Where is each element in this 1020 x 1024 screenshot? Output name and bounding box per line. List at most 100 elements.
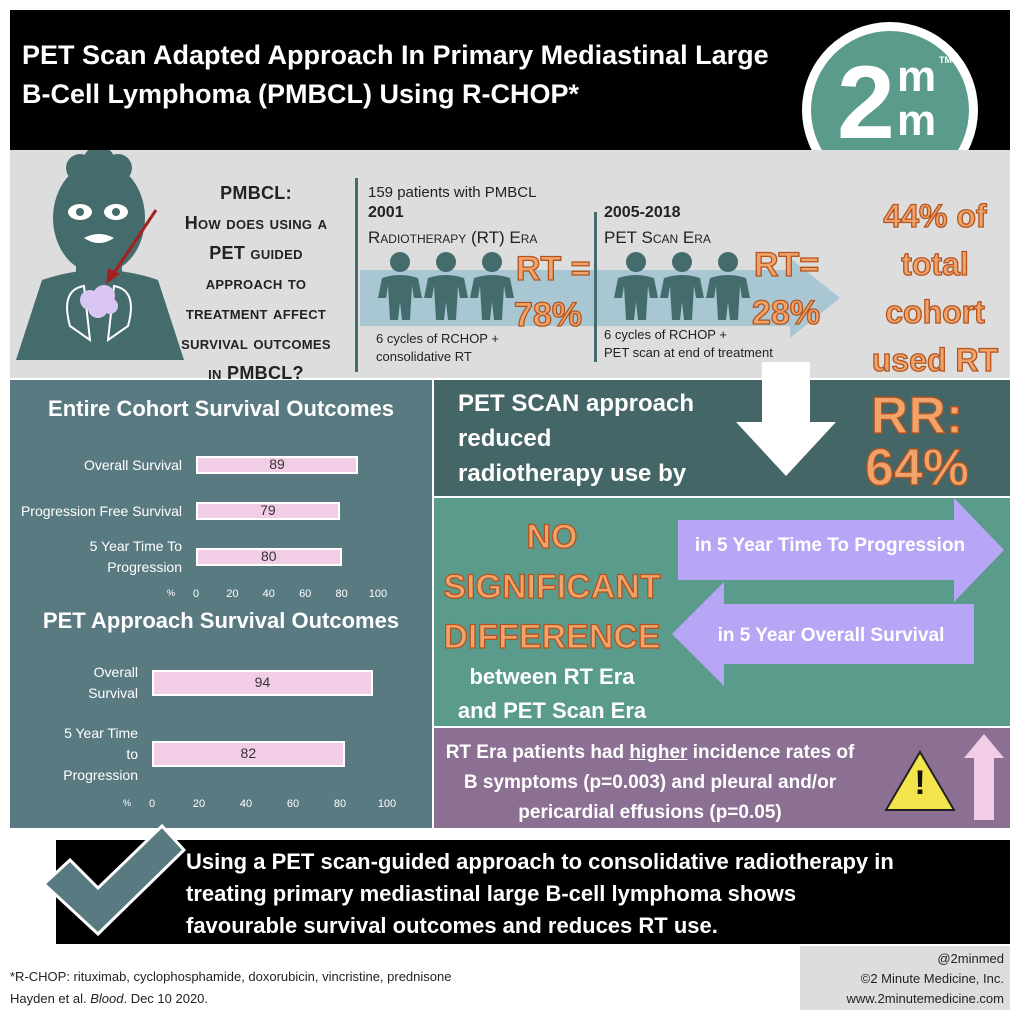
era2-treatment: 6 cycles of RCHOP + PET scan at end of t… — [604, 326, 773, 362]
conclusion-line: treating primary mediastinal large B-cel… — [186, 881, 797, 906]
credit-text: @2minmed ©2 Minute Medicine, Inc. www.2m… — [800, 949, 1004, 1009]
category-label: 5 Year Time to Progression — [63, 724, 138, 783]
question-block: PMBCL: How does using a PET guided appro… — [158, 178, 354, 388]
question-line: PET guided — [209, 243, 303, 263]
axis-tick-label: 80 — [335, 588, 348, 600]
b-symptoms-text: RT Era patients had higher incidence rat… — [440, 738, 860, 828]
bar — [196, 502, 340, 520]
down-arrow-icon — [736, 362, 836, 476]
conclusion-line: Using a PET scan-guided approach to cons… — [186, 849, 894, 874]
total-rt-callout: 44% of total cohort used RT — [866, 192, 1004, 384]
conclusion-line: favourable survival outcomes and reduces… — [186, 913, 718, 938]
era1-name: Radiotherapy (RT) Era — [368, 228, 538, 247]
axis-tick-label: 100 — [377, 798, 397, 810]
era1-year: 2001 — [368, 204, 404, 221]
axis-tick-label: 20 — [226, 588, 239, 600]
left-arrow-icon — [672, 582, 974, 686]
citation-authors: Hayden et al. — [10, 991, 91, 1006]
b-symptoms-suffix: incidence rates of — [687, 742, 855, 763]
axis-unit-label: % — [122, 798, 131, 808]
bar — [152, 741, 345, 767]
total-rt-line: total — [901, 245, 970, 282]
b-symptoms-line: pericardial effusions (p=0.05) — [518, 802, 782, 823]
between-line: between RT Era — [469, 664, 635, 689]
category-label: Overall Survival — [83, 456, 182, 473]
footnote: *R-CHOP: rituximab, cyclophosphamide, do… — [10, 966, 451, 1010]
people-icon — [614, 252, 750, 320]
bar — [196, 548, 342, 566]
arrow-right-label: in 5 Year Time To Progression — [694, 535, 966, 556]
bar — [152, 670, 373, 696]
axis-tick-label: 80 — [333, 798, 347, 810]
rr-text-line: radiotherapy use by — [458, 460, 687, 487]
b-symptoms-line: RT Era patients had higher incidence rat… — [440, 738, 860, 768]
axis-tick-label: 0 — [148, 798, 156, 810]
nosig-line: SIGNIFICANT — [443, 567, 662, 606]
era1-rt-value: 78% — [513, 295, 583, 334]
category-label: Overall Survival — [88, 664, 138, 701]
website-link[interactable]: www.2minutemedicine.com — [846, 991, 1004, 1006]
era2-treatment-line: PET scan at end of treatment — [604, 345, 773, 360]
rr-band — [434, 380, 1010, 496]
patient-illustration-icon — [16, 150, 184, 360]
copyright: ©2 Minute Medicine, Inc. — [860, 971, 1004, 986]
nosig-heading: NO SIGNIFICANT DIFFERENCE — [436, 512, 668, 662]
era1-rt-label: RT = — [515, 249, 591, 288]
right-arrow-icon — [678, 498, 1004, 602]
era1-treatment-line: 6 cycles of RCHOP + — [376, 331, 499, 346]
question-line: PMBCL: — [220, 183, 292, 203]
bar-value-label: 82 — [240, 745, 257, 761]
bar-value-label: 80 — [261, 548, 277, 564]
bar-value-label: 79 — [260, 502, 276, 518]
category-label: Progression Free Survival — [20, 502, 182, 519]
arrow-left-label: in 5 Year Overall Survival — [717, 625, 945, 646]
logo-trademark: TM — [939, 55, 952, 65]
bar-value-label: 94 — [254, 674, 271, 690]
era2-name: PET Scan Era — [604, 228, 711, 247]
question-line: survival outcomes — [181, 333, 331, 353]
nosig-line: DIFFERENCE — [443, 617, 662, 656]
rr-value-text: 64% — [864, 439, 970, 497]
axis-unit-label: % — [166, 588, 175, 598]
question-line: approach to — [205, 273, 307, 293]
axis-tick-label: 100 — [368, 588, 388, 600]
b-symptoms-prefix: RT Era patients had — [445, 742, 630, 763]
nosig-line: NO — [526, 517, 578, 556]
divider — [355, 178, 358, 372]
between-eras-text: between RT Era and PET Scan Era — [436, 660, 668, 728]
chart1-title: Entire Cohort Survival Outcomes — [48, 396, 394, 421]
between-line: and PET Scan Era — [457, 698, 647, 723]
category-label: 5 Year Time To Progression — [89, 538, 182, 575]
social-handle[interactable]: @2minmed — [937, 951, 1004, 966]
citation-journal: Blood — [90, 991, 124, 1006]
citation-date: . Dec 10 2020. — [123, 991, 209, 1006]
bar-value-label: 89 — [269, 456, 285, 472]
total-rt-line: cohort — [885, 293, 986, 330]
chart2-title: PET Approach Survival Outcomes — [42, 608, 400, 633]
era2-rt-value: 28% — [751, 293, 821, 332]
credit-box — [800, 946, 1010, 1010]
logo-digit: 2 — [837, 45, 895, 161]
bar — [196, 456, 358, 474]
era2-year: 2005-2018 — [604, 204, 681, 221]
b-symptoms-emphasis: higher — [629, 742, 688, 763]
checkmark-icon — [41, 823, 186, 937]
era2-rt-label: RT= — [753, 245, 820, 284]
question-line: How does using a — [184, 213, 328, 233]
rr-label-text: RR: — [870, 387, 964, 445]
warning-icon — [884, 750, 956, 811]
citation: Hayden et al. Blood. Dec 10 2020. — [10, 988, 451, 1010]
question-line: treatment affect — [185, 303, 327, 323]
era1-treatment: 6 cycles of RCHOP + consolidative RT — [376, 330, 499, 366]
logo-letter-top: m — [897, 52, 937, 101]
rr-text: PET SCAN approach reduced radiotherapy u… — [458, 386, 694, 491]
axis-tick-label: 0 — [192, 588, 200, 600]
patient-count: 159 patients with PMBCL — [368, 184, 537, 201]
axis-tick-label: 40 — [262, 588, 275, 600]
axis-tick-label: 20 — [192, 798, 206, 810]
era1-treatment-line: consolidative RT — [376, 349, 472, 364]
warning-glyph: ! — [914, 764, 926, 802]
rr-text-line: PET SCAN approach — [458, 390, 695, 417]
era-divider — [594, 212, 597, 362]
total-rt-line: used RT — [871, 341, 999, 378]
